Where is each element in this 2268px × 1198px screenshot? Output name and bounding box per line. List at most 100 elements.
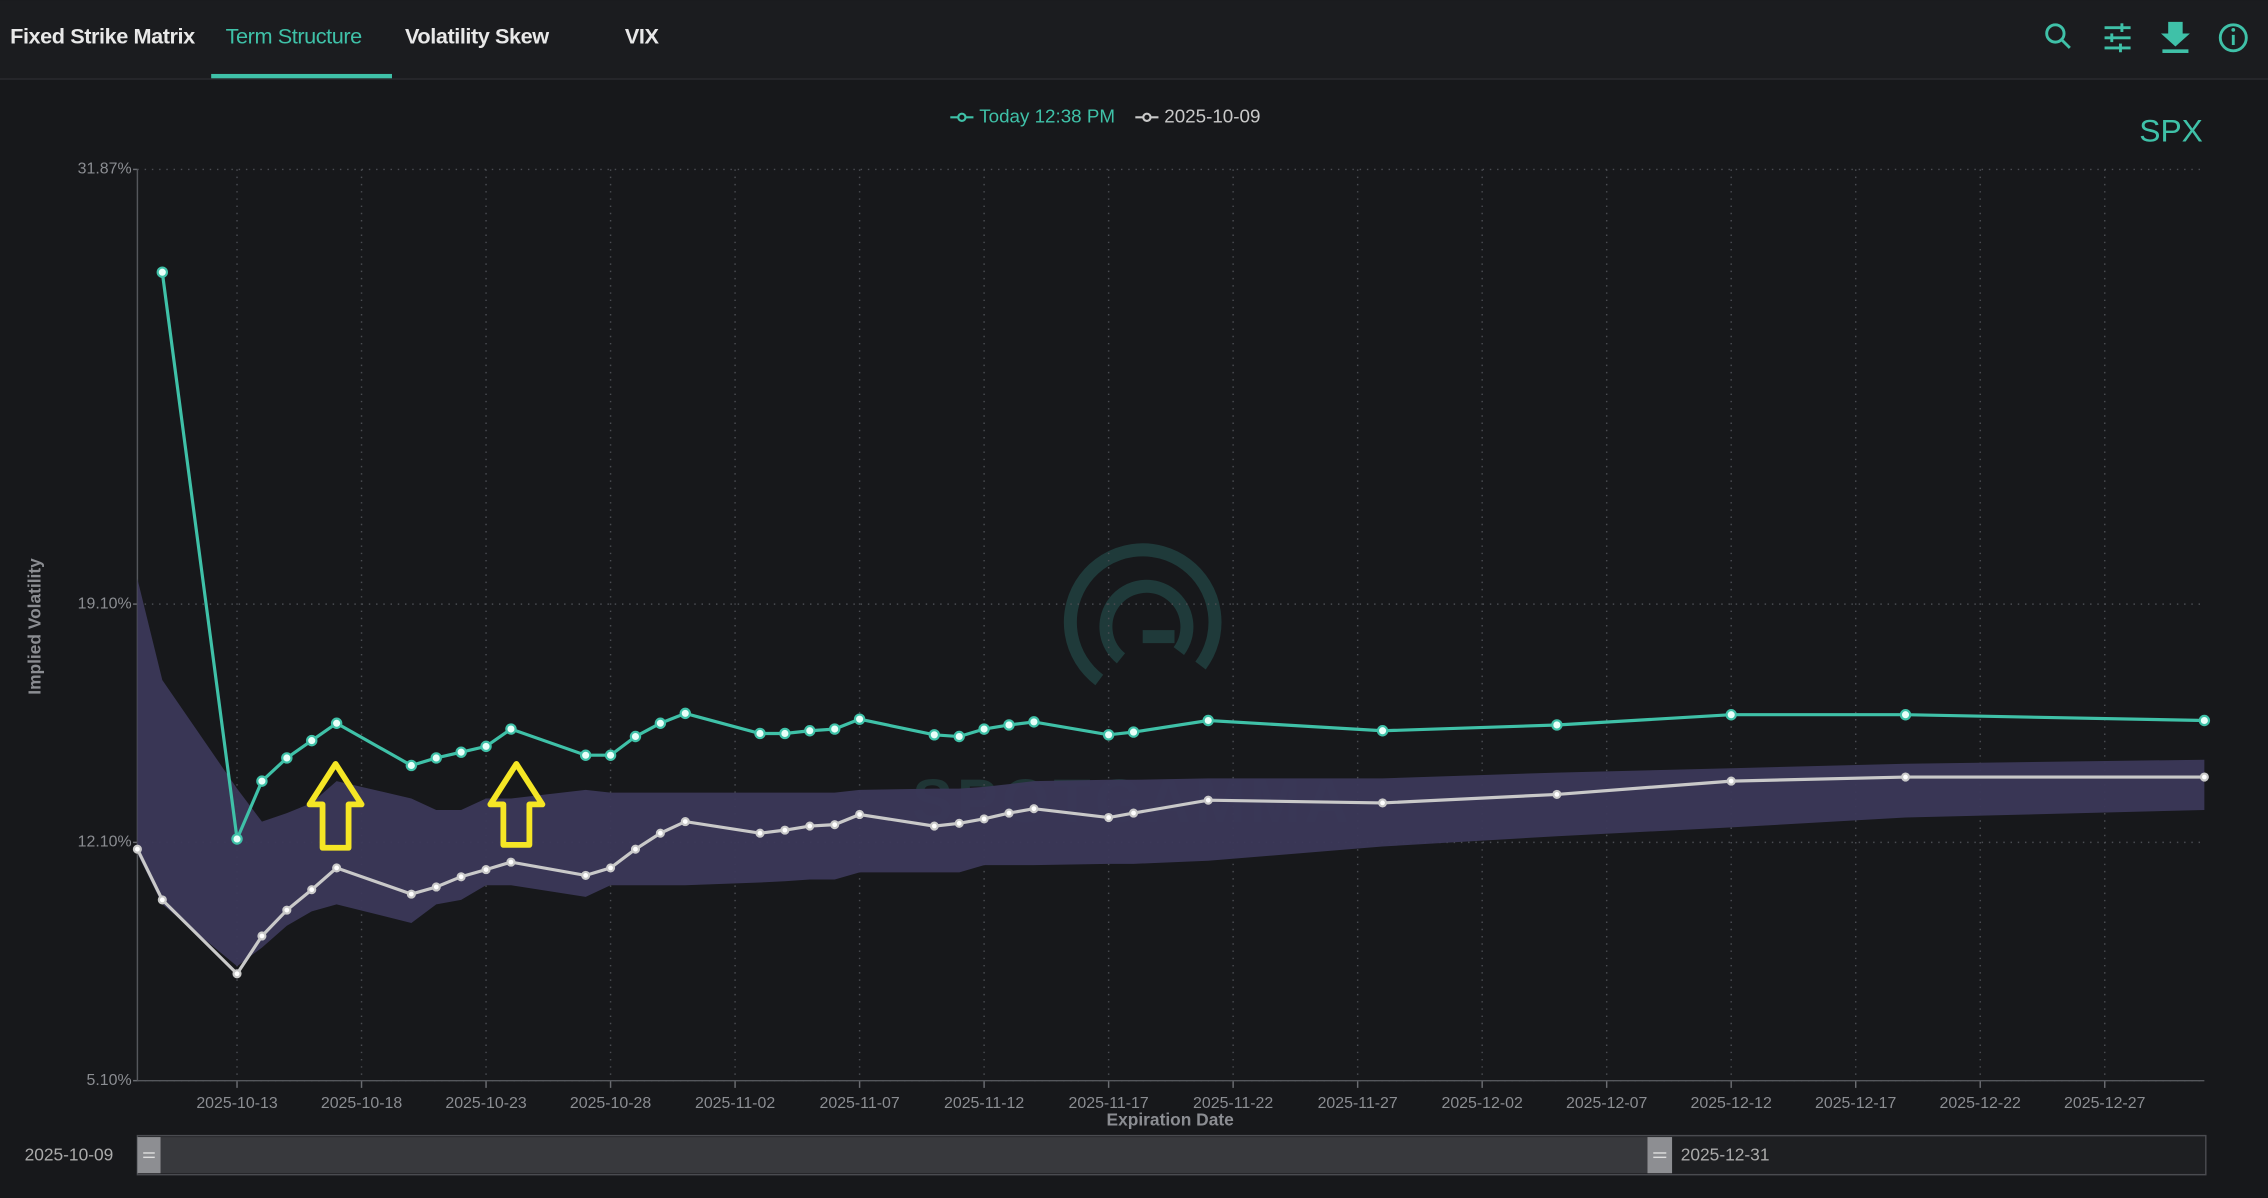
data-point [1003, 719, 1015, 731]
data-point [132, 844, 142, 854]
data-point [1028, 716, 1040, 728]
x-tick-label: 2025-12-17 [1815, 1095, 1897, 1112]
data-point [1552, 789, 1562, 799]
x-tick-label: 2025-10-13 [196, 1095, 278, 1112]
search-icon[interactable] [2045, 23, 2071, 49]
slider-end-label: 2025-12-31 [1681, 1144, 1770, 1164]
data-point [480, 740, 492, 753]
data-point [406, 889, 416, 899]
data-point [332, 863, 342, 873]
data-point [855, 809, 865, 820]
data-point [655, 828, 665, 838]
x-tick-label: 2025-11-07 [820, 1095, 900, 1112]
data-point [1102, 729, 1115, 741]
y-axis-label: Implied Volatility [25, 558, 45, 695]
data-point [853, 713, 866, 725]
x-tick-label: 2025-12-27 [2064, 1095, 2146, 1112]
tab[interactable]: VIX [625, 24, 660, 49]
data-point [505, 723, 517, 735]
data-point [1551, 719, 1563, 731]
data-point [405, 759, 418, 772]
data-point [257, 931, 267, 941]
data-point [1104, 812, 1114, 823]
tab[interactable]: Volatility Skew [405, 24, 550, 49]
settings-icon[interactable] [2104, 23, 2131, 53]
x-tick-label: 2025-11-12 [944, 1095, 1024, 1112]
data-point [307, 885, 317, 895]
x-tick-label: 2025-10-28 [570, 1095, 652, 1112]
x-tick-label: 2025-10-18 [321, 1095, 403, 1112]
range-slider: 2025-10-09 2025-12-31 [25, 1134, 2207, 1176]
slider-handle[interactable] [137, 1137, 161, 1174]
slider-start-label: 2025-10-09 [25, 1144, 114, 1164]
symbol-label: SPX [2139, 113, 2203, 149]
data-point [754, 727, 766, 740]
y-tick-label: 5.10% [87, 1072, 132, 1089]
x-tick-label: 2025-11-22 [1193, 1095, 1273, 1112]
data-point [928, 729, 941, 741]
tab-underline [211, 73, 392, 79]
legend-marker [1142, 112, 1152, 123]
range-band [137, 578, 2205, 967]
legend-marker [957, 112, 967, 123]
y-tick-label: 31.87% [78, 161, 132, 178]
data-point [929, 821, 939, 831]
data-point [455, 746, 467, 758]
data-point [1899, 709, 1912, 721]
data-point [282, 905, 292, 915]
x-tick-label: 2025-12-22 [1940, 1095, 2022, 1112]
data-point [431, 882, 441, 892]
x-tick-label: 2025-11-27 [1318, 1095, 1398, 1112]
data-point [281, 752, 293, 764]
data-point [581, 870, 591, 880]
x-tick-label: 2025-12-12 [1691, 1095, 1773, 1112]
data-point [306, 734, 318, 747]
tab[interactable]: Fixed Strike Matrix [10, 24, 195, 49]
annotation-arrow [487, 761, 546, 848]
data-point [1900, 772, 1911, 782]
data-point [2198, 714, 2211, 727]
slider-handle[interactable] [1647, 1137, 1673, 1174]
data-point [978, 723, 990, 735]
data-point [232, 969, 242, 979]
legend-label: 2025-10-09 [1164, 105, 1260, 126]
data-point [1202, 714, 1214, 727]
data-point [1029, 804, 1039, 814]
data-point [1128, 808, 1139, 818]
slider-selection[interactable] [160, 1137, 1648, 1174]
x-tick-label: 2025-10-23 [445, 1095, 527, 1112]
data-point [1203, 795, 1213, 805]
info-icon[interactable] [2218, 23, 2248, 53]
data-point [156, 266, 169, 278]
y-tick-label: 12.10% [78, 834, 132, 851]
data-point [828, 723, 841, 735]
data-point [979, 814, 989, 824]
data-point [805, 821, 815, 831]
download-icon[interactable] [2160, 21, 2190, 53]
data-point [506, 857, 516, 867]
watermark-logo [1063, 543, 1222, 686]
x-tick-label: 2025-11-02 [695, 1095, 775, 1112]
data-point [157, 895, 167, 905]
plot: 5.10% 12.10% 19.10% 31.87% 2025-10-13 2025-10… [78, 105, 2211, 1112]
series-line [160, 272, 2205, 845]
data-point [2199, 772, 2209, 782]
data-point [953, 730, 965, 743]
data-point [679, 707, 691, 720]
data-point [630, 844, 641, 854]
y-tick-label: 19.10% [78, 595, 132, 612]
data-point [606, 863, 616, 873]
data-point [680, 817, 690, 827]
data-point [579, 749, 592, 761]
tab-active[interactable]: Term Structure [226, 24, 363, 49]
data-point [804, 725, 816, 737]
data-point [456, 872, 466, 882]
data-point [1127, 726, 1140, 738]
data-point [1376, 725, 1389, 737]
data-point [481, 865, 491, 875]
x-tick-label: 2025-11-17 [1069, 1095, 1149, 1112]
data-point [1378, 798, 1388, 808]
x-axis-label: Expiration Date [1107, 1110, 1235, 1130]
